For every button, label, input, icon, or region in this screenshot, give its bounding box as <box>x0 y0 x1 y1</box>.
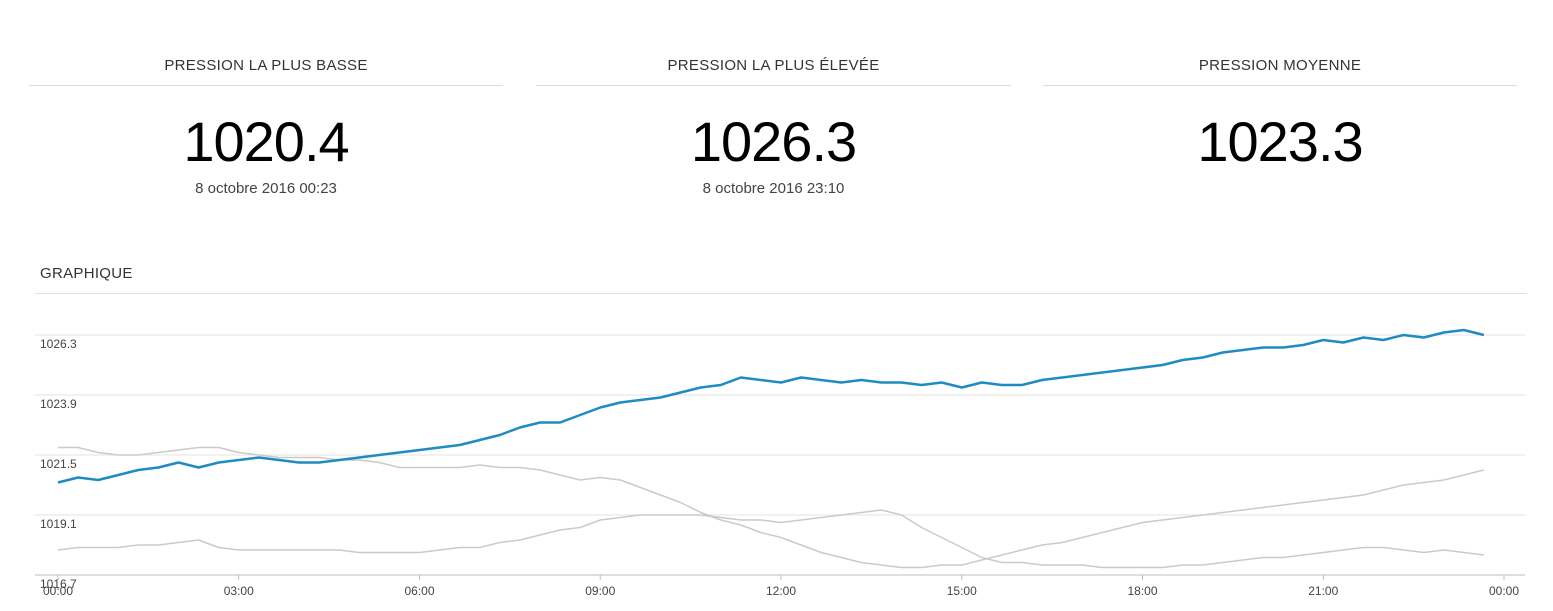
series-line-pressure <box>57 328 1485 484</box>
stat-label: PRESSION LA PLUS BASSE <box>29 0 503 86</box>
stat-date: 8 octobre 2016 23:10 <box>702 180 845 197</box>
x-tick-label: 00:00 <box>1489 584 1519 598</box>
stat-date: 8 octobre 2016 00:23 <box>195 180 337 197</box>
x-tick-label: 03:00 <box>224 584 254 598</box>
pressure-chart: 1016.7 1019.1 1021.5 1023.9 1026.3 00:00 03:00… <box>35 328 1525 598</box>
y-tick-label: 1019.1 <box>40 517 77 531</box>
x-tick-label: 12:00 <box>766 584 796 598</box>
y-tick-label: 1023.9 <box>40 397 77 411</box>
section-title: GRAPHIQUE <box>40 265 133 282</box>
section-divider <box>35 293 1527 294</box>
series-line-comparison <box>58 446 1485 569</box>
x-tick-label: 00:00 <box>43 584 73 598</box>
stat-lowest-pressure: PRESSION LA PLUS BASSE 1020.4 8 octobre … <box>29 0 503 198</box>
y-tick-label: 1016.7 <box>40 577 77 591</box>
stat-average-pressure: PRESSION MOYENNE 1023.3 <box>1043 0 1517 198</box>
series-line-comparison <box>57 509 1484 569</box>
x-tick-label: 15:00 <box>947 584 977 598</box>
x-tick-label: 21:00 <box>1308 584 1338 598</box>
x-tick-label: 06:00 <box>404 584 434 598</box>
y-tick-label: 1026.3 <box>40 337 77 351</box>
stat-value: 1023.3 <box>1197 110 1363 173</box>
x-tick-label: 18:00 <box>1127 584 1157 598</box>
x-tick-label: 09:00 <box>585 584 615 598</box>
stat-value: 1020.4 <box>183 110 349 173</box>
stat-label: PRESSION LA PLUS ÉLEVÉE <box>536 0 1011 86</box>
stat-label: PRESSION MOYENNE <box>1043 0 1517 86</box>
stat-highest-pressure: PRESSION LA PLUS ÉLEVÉE 1026.3 8 octobre… <box>536 0 1011 198</box>
y-tick-label: 1021.5 <box>40 457 77 471</box>
stat-date <box>1043 180 1517 198</box>
stat-value: 1026.3 <box>690 110 857 173</box>
